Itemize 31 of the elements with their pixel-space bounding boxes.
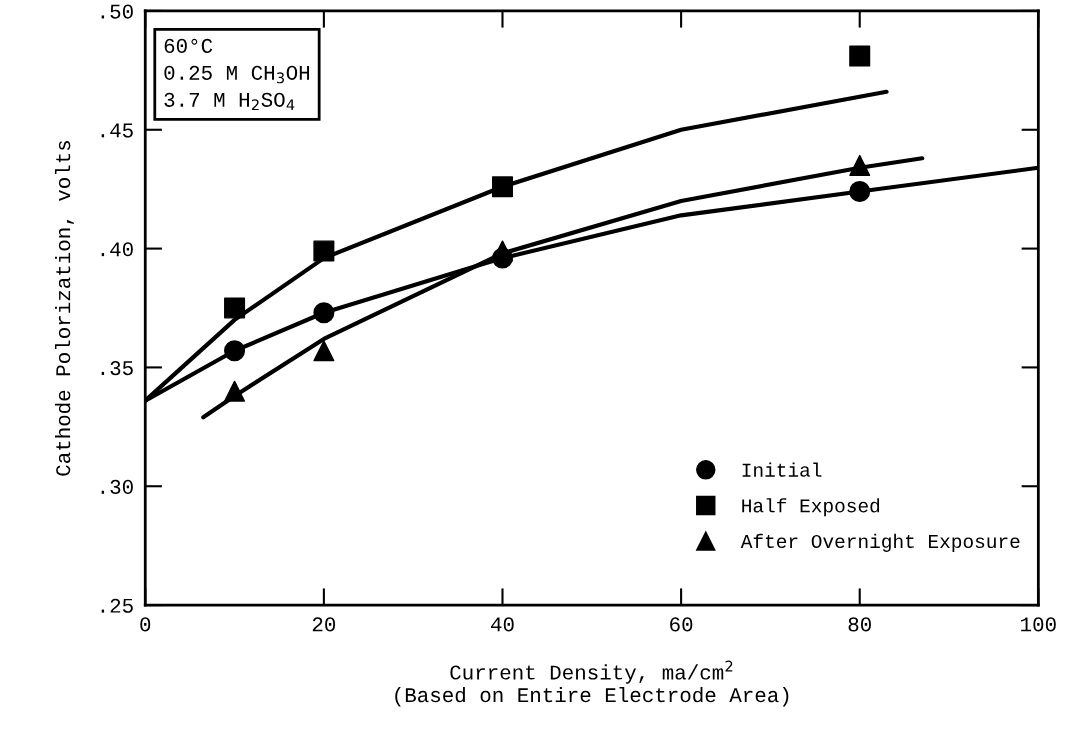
y-tick-label: .45 <box>101 123 133 138</box>
point <box>849 45 871 67</box>
legend-label: Half Exposed <box>742 498 880 517</box>
legend-label: Initial <box>742 462 822 477</box>
point <box>491 176 514 198</box>
x-tick-label: 80 <box>848 617 871 632</box>
y-axis-title: Cathode Polorization, volts <box>55 140 74 476</box>
point <box>491 247 514 269</box>
annotation: 3.7 M H$_{2}$SO$_{4}$ <box>164 92 295 111</box>
point <box>224 297 246 319</box>
x-tick-label: 100 <box>1021 617 1056 632</box>
y-tick-label: .50 <box>101 4 133 19</box>
x-tick-label: 40 <box>491 617 514 632</box>
point <box>313 240 335 262</box>
point <box>224 340 246 362</box>
point <box>313 302 335 324</box>
x-axis-title: Current Density, ma/cm$^{2}$ (Based on Entire Electrode Area) <box>395 660 789 707</box>
y-tick-label: .25 <box>101 598 133 613</box>
annotation: 0.25 M CH$_{3}$OH <box>164 65 310 84</box>
point <box>849 181 871 203</box>
x-tick-label: 20 <box>312 617 336 632</box>
point <box>224 380 246 402</box>
y-tick-label: .30 <box>101 479 133 494</box>
annotation: 60°C <box>164 38 213 53</box>
y-tick-label: .35 <box>101 361 133 376</box>
x-tick-label: 0 <box>140 617 151 632</box>
legend-label: After Overnight Exposure <box>740 533 1020 552</box>
y-tick-label: .40 <box>101 242 133 257</box>
point <box>849 154 871 176</box>
point <box>313 340 335 362</box>
x-tick-label: 60 <box>670 617 693 632</box>
